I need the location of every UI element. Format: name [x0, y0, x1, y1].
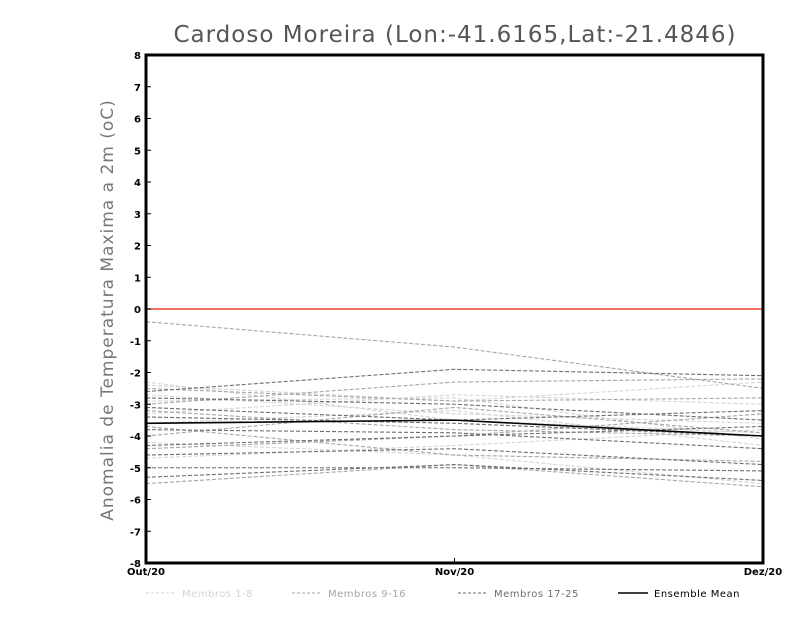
- member-line: [145, 425, 764, 462]
- member-line: [145, 429, 764, 459]
- x-axis-ticks: Out/20 Nov/20 Dez/20: [127, 558, 782, 578]
- member-line: [145, 378, 764, 405]
- x-tick-label: Dez/20: [744, 567, 783, 578]
- member-line: [145, 425, 764, 447]
- member-line: [145, 368, 764, 393]
- y-tick-label: -7: [130, 527, 141, 538]
- member-line: [145, 394, 764, 415]
- legend-label: Membros 9-16: [328, 589, 406, 600]
- member-line: [145, 321, 764, 389]
- y-tick-label: 5: [134, 146, 141, 157]
- x-tick-label: Out/20: [127, 567, 165, 578]
- y-tick-label: -6: [130, 496, 141, 507]
- y-tick-label: 6: [134, 115, 141, 126]
- y-tick-label: -4: [130, 432, 141, 443]
- member-line: [145, 387, 764, 402]
- member-line: [145, 406, 764, 437]
- y-tick-label: 0: [134, 305, 141, 316]
- x-tick-label: Nov/20: [435, 567, 474, 578]
- plot-frame: [144, 53, 765, 565]
- legend-label: Membros 1-8: [182, 589, 253, 600]
- y-tick-label: -1: [130, 337, 141, 348]
- member-line: [145, 429, 764, 450]
- chart-title: Cardoso Moreira (Lon:-41.6165,Lat:-21.48…: [173, 22, 736, 48]
- member-line: [145, 397, 764, 421]
- member-line: [145, 448, 764, 466]
- ensemble-mean-line: [145, 419, 764, 437]
- member-line: [145, 464, 764, 481]
- member-line: [145, 410, 764, 437]
- member-line: [146, 467, 764, 472]
- y-tick-label: -5: [130, 464, 141, 475]
- legend: Membros 1-8 Membros 9-16 Membros 17-25 Ense…: [146, 589, 740, 600]
- legend-label: Membros 17-25: [494, 589, 579, 600]
- y-tick-label: 2: [134, 242, 141, 253]
- y-axis-label: Anomalia de Temperatura Maxima a 2m (oC): [98, 99, 118, 521]
- plot-lines: [145, 308, 764, 488]
- legend-label: Ensemble Mean: [654, 589, 740, 600]
- y-tick-label: -3: [130, 400, 141, 411]
- member-line: [145, 394, 764, 424]
- y-axis-ticks: 8 7 6 5 4 3 2 1 0 -1 -2 -3 -4 -5 -6 -7 -8: [130, 51, 151, 570]
- y-tick-label: 7: [134, 83, 141, 94]
- member-line: [145, 381, 764, 434]
- y-tick-label: 8: [134, 51, 141, 62]
- member-line: [145, 416, 764, 437]
- y-tick-label: -2: [130, 369, 141, 380]
- y-tick-label: 3: [134, 210, 141, 221]
- y-tick-label: 1: [134, 273, 141, 284]
- y-tick-label: -8: [130, 559, 141, 570]
- y-tick-label: 4: [134, 178, 141, 189]
